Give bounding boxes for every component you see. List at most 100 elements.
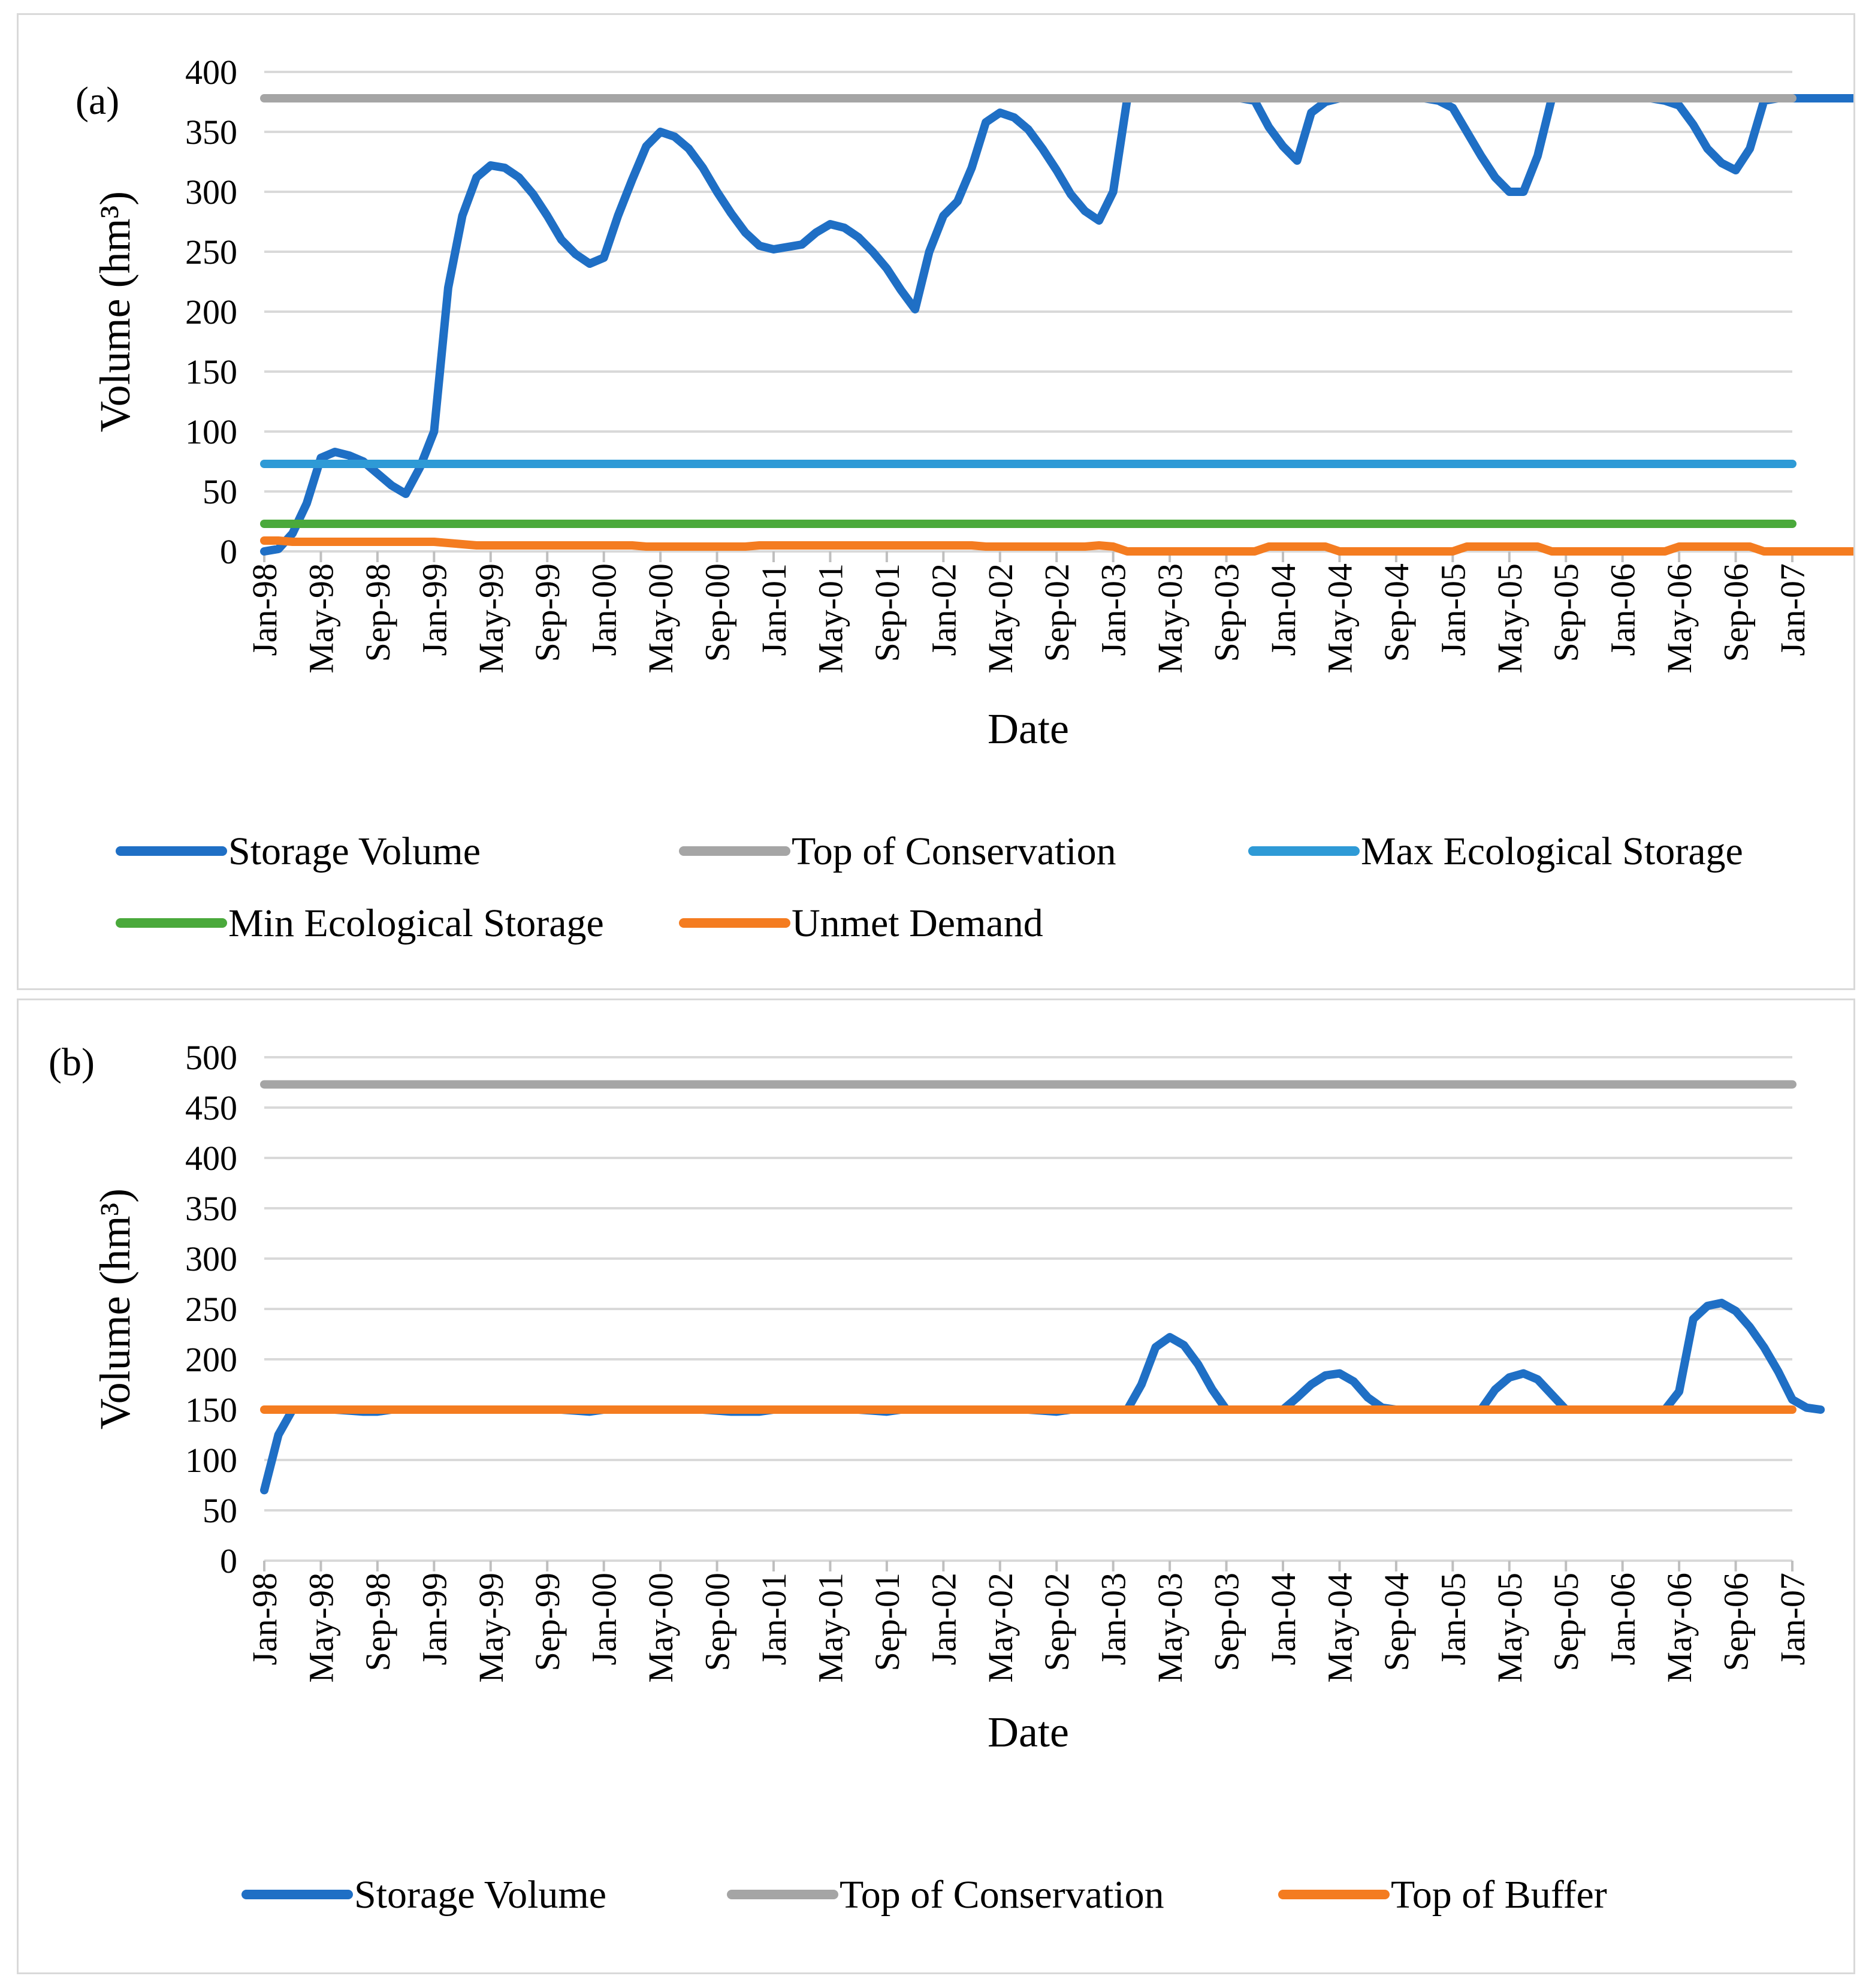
x-tick-label: Jan-00 xyxy=(585,563,624,656)
y-axis-title: Volume (hm³) xyxy=(91,191,139,432)
x-tick-label: Jan-00 xyxy=(585,1573,624,1666)
x-tick-label: May-04 xyxy=(1320,563,1359,674)
x-tick-label: Jan-06 xyxy=(1604,1573,1642,1666)
y-tick-label: 0 xyxy=(220,532,237,571)
x-tick-label: May-02 xyxy=(981,563,1020,674)
legend-label: Storage Volume xyxy=(354,1873,606,1917)
legend-item: Top of Conservation xyxy=(727,1873,1164,1917)
x-tick-label: Jan-01 xyxy=(754,563,793,656)
y-tick-label: 50 xyxy=(203,1491,237,1530)
x-tick-label: Sep-05 xyxy=(1547,1573,1586,1671)
chart-b-svg: 0 50 100 150 200 250 300 350 400 450 500 Jan-98 May-… xyxy=(49,1038,1825,1917)
x-tick-label: Jan-99 xyxy=(415,563,454,656)
legend-label: Min Ecological Storage xyxy=(228,901,604,945)
x-tick-label: Sep-98 xyxy=(358,563,397,662)
x-tick-label: Jan-07 xyxy=(1773,1573,1812,1666)
y-tick-label: 150 xyxy=(185,1390,237,1429)
x-tick-label: May-99 xyxy=(472,563,511,674)
y-tick-label: 400 xyxy=(185,1139,237,1178)
x-tick-label: May-00 xyxy=(641,563,680,674)
x-tick-label: Sep-05 xyxy=(1547,563,1586,662)
x-axis-title: Date xyxy=(988,705,1069,753)
y-tick-label: 350 xyxy=(185,1189,237,1228)
legend-label: Unmet Demand xyxy=(792,901,1043,945)
x-axis-title: Date xyxy=(988,1708,1069,1756)
y-tick-label: 500 xyxy=(185,1038,237,1077)
x-tick-label: Sep-04 xyxy=(1377,1573,1416,1671)
x-tick-label: May-01 xyxy=(811,1573,850,1683)
x-tick-label: May-06 xyxy=(1660,1573,1699,1683)
x-tick-label: Sep-02 xyxy=(1037,1573,1076,1671)
chart-panel-b: 0 50 100 150 200 250 300 350 400 450 500 Jan-98 May-… xyxy=(17,998,1855,1974)
legend-item: Top of Conservation xyxy=(679,829,1116,873)
x-tick-label: Jan-03 xyxy=(1094,563,1133,656)
x-tick-label: May-04 xyxy=(1320,1573,1359,1683)
x-tick-label: Jan-07 xyxy=(1773,563,1812,656)
x-tick-label: Sep-98 xyxy=(358,1573,397,1671)
y-tick-label: 300 xyxy=(185,173,237,212)
series-line-storage-volume xyxy=(260,94,1853,556)
x-tick-label: May-03 xyxy=(1151,1573,1189,1683)
y-tick-label: 200 xyxy=(185,1340,237,1379)
legend-item: Storage Volume xyxy=(116,829,481,873)
x-tick-label: Jan-04 xyxy=(1264,563,1303,656)
x-tick-label: Sep-01 xyxy=(868,1573,907,1671)
x-tick-label: Jan-01 xyxy=(754,1573,793,1666)
chart-a-svg: 0 50 100 150 200 250 300 350 400 Jan-98 May-98 Sep-… xyxy=(76,53,1853,945)
x-tick-label: Jan-02 xyxy=(924,563,963,656)
x-tick-label: Sep-99 xyxy=(528,1573,567,1671)
y-tick-label: 100 xyxy=(185,1441,237,1480)
x-tick-label: May-05 xyxy=(1490,563,1529,674)
x-tick-label: Sep-03 xyxy=(1207,563,1246,662)
x-tick-label: May-98 xyxy=(301,1573,340,1683)
legend-item: Top of Buffer xyxy=(1278,1873,1607,1917)
legend-item: Max Ecological Storage xyxy=(1248,829,1743,873)
x-tick-label: Jan-98 xyxy=(245,1573,284,1666)
x-tick-label: Jan-04 xyxy=(1264,1573,1303,1666)
x-tick-label: May-00 xyxy=(641,1573,680,1683)
x-tick-label: May-06 xyxy=(1660,563,1699,674)
x-tick-label: Jan-03 xyxy=(1094,1573,1133,1666)
legend-label: Max Ecological Storage xyxy=(1361,829,1743,873)
x-tick-label: May-03 xyxy=(1151,563,1189,674)
x-tick-label: Sep-04 xyxy=(1377,563,1416,662)
panel-label: (b) xyxy=(49,1040,95,1084)
x-tick-label: Sep-01 xyxy=(868,563,907,662)
y-tick-label: 400 xyxy=(185,53,237,92)
y-tick-label: 50 xyxy=(203,472,237,511)
x-tick-label: Sep-03 xyxy=(1207,1573,1246,1671)
y-tick-label: 0 xyxy=(220,1541,237,1580)
x-tick-label: Sep-00 xyxy=(698,563,737,662)
x-tick-label: May-05 xyxy=(1490,1573,1529,1683)
x-tick-label: Sep-02 xyxy=(1037,563,1076,662)
x-tick-label: Jan-06 xyxy=(1604,563,1642,656)
x-tick-label: Sep-06 xyxy=(1717,563,1756,662)
y-tick-label: 250 xyxy=(185,233,237,271)
x-tick-label: Sep-06 xyxy=(1717,1573,1756,1671)
x-tick-label: Jan-98 xyxy=(245,563,284,656)
x-tick-label: May-98 xyxy=(301,563,340,674)
x-tick-label: Jan-02 xyxy=(924,1573,963,1666)
x-tick-label: Jan-05 xyxy=(1433,1573,1472,1666)
x-tick-label: May-01 xyxy=(811,563,850,674)
x-tick-label: Jan-99 xyxy=(415,1573,454,1666)
legend-label: Top of Conservation xyxy=(792,829,1116,873)
legend-label: Top of Conservation xyxy=(840,1873,1164,1917)
legend-label: Storage Volume xyxy=(228,829,481,873)
chart-panel-a: 0 50 100 150 200 250 300 350 400 Jan-98 May-98 Sep-… xyxy=(17,13,1855,990)
y-tick-label: 450 xyxy=(185,1088,237,1127)
x-tick-label: Sep-00 xyxy=(698,1573,737,1671)
y-tick-label: 350 xyxy=(185,113,237,152)
x-tick-label: Jan-05 xyxy=(1433,563,1472,656)
y-tick-label: 250 xyxy=(185,1290,237,1329)
series-line-unmet-demand xyxy=(260,536,1853,556)
y-axis-title: Volume (hm³) xyxy=(91,1188,139,1429)
x-tick-label: Sep-99 xyxy=(528,563,567,662)
panel-label: (a) xyxy=(76,79,119,123)
x-tick-label: May-99 xyxy=(472,1573,511,1683)
y-tick-label: 150 xyxy=(185,352,237,391)
series-line-storage-volume xyxy=(260,1298,1825,1495)
legend-item: Storage Volume xyxy=(241,1873,606,1917)
legend-item: Unmet Demand xyxy=(679,901,1043,945)
legend-item: Min Ecological Storage xyxy=(116,901,604,945)
